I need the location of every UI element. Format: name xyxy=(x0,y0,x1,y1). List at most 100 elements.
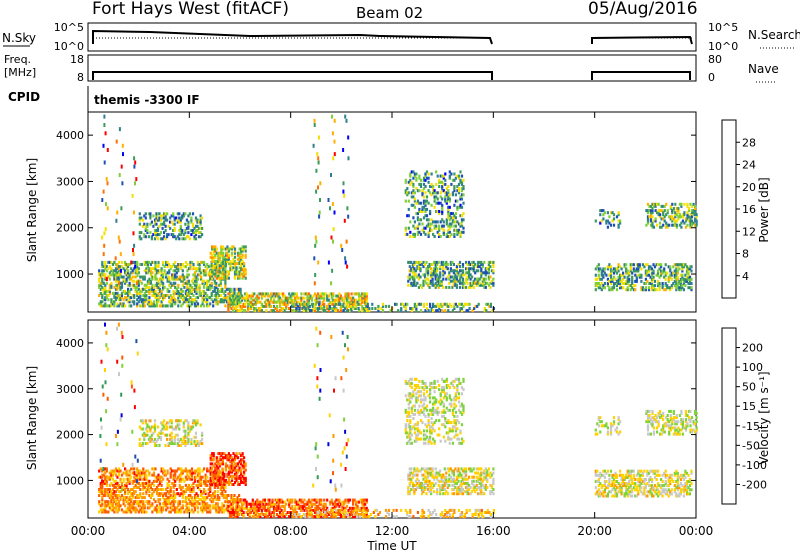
power-cell xyxy=(429,212,432,216)
power-cell xyxy=(458,285,462,289)
power-cell xyxy=(108,289,111,293)
velocity-cell xyxy=(169,506,172,510)
power-cell xyxy=(280,292,283,296)
power-cell xyxy=(608,265,611,269)
power-cell xyxy=(350,296,353,300)
velocity-cell xyxy=(128,502,131,506)
power-cell xyxy=(615,271,619,275)
power-cell xyxy=(137,283,140,287)
power-cell xyxy=(626,279,629,283)
power-cell xyxy=(440,283,443,287)
power-cell xyxy=(291,292,294,296)
velocity-cell xyxy=(104,494,107,497)
power-cell xyxy=(407,283,410,287)
power-cell xyxy=(364,302,367,306)
power-cell xyxy=(413,226,416,230)
power-cell xyxy=(224,274,227,278)
velocity-cell xyxy=(152,439,155,443)
velocity-cell xyxy=(240,458,243,462)
power-cell xyxy=(409,182,412,186)
velocity-cell xyxy=(223,456,226,460)
power-cell xyxy=(148,287,151,291)
power-cell xyxy=(108,285,111,289)
velocity-cell xyxy=(166,427,169,431)
velocity-cell xyxy=(269,502,273,506)
velocity-cell xyxy=(209,504,212,508)
power-cell xyxy=(342,300,346,304)
power-cell xyxy=(681,284,684,288)
power-cell xyxy=(409,172,412,176)
power-cell xyxy=(107,294,110,297)
velocity-cell xyxy=(101,469,104,473)
power-cell xyxy=(191,212,195,216)
power-cell xyxy=(143,233,146,237)
power-cell xyxy=(136,298,139,302)
power-cell xyxy=(594,282,597,285)
power-cell xyxy=(318,214,321,219)
power-cell xyxy=(463,281,466,285)
power-cell xyxy=(285,302,288,306)
power-cell xyxy=(600,269,603,273)
power-cell xyxy=(459,232,462,236)
velocity-cell xyxy=(169,475,172,479)
power-cell xyxy=(475,269,478,273)
power-cell xyxy=(253,292,256,296)
power-cell xyxy=(342,181,345,186)
velocity-cell xyxy=(272,506,276,510)
velocity-cell xyxy=(196,502,200,506)
power-cell xyxy=(363,309,366,313)
velocity-cell xyxy=(220,478,223,482)
power-cell xyxy=(227,249,230,253)
velocity-cell xyxy=(193,421,196,425)
velocity-cell xyxy=(230,515,233,519)
power-cell xyxy=(235,268,238,272)
velocity-cell xyxy=(175,419,178,423)
velocity-cell xyxy=(164,423,167,427)
power-cell xyxy=(152,289,156,293)
power-cell xyxy=(447,224,450,228)
power-cell xyxy=(175,289,178,293)
power-cell xyxy=(151,302,154,306)
velocity-cell xyxy=(211,472,214,476)
power-cell xyxy=(127,291,130,295)
velocity-cell xyxy=(114,469,118,473)
power-cell xyxy=(243,262,246,266)
power-cell xyxy=(228,289,232,293)
power-cell xyxy=(104,285,107,289)
velocity-cell xyxy=(153,444,157,447)
velocity-cell xyxy=(107,477,110,481)
power-cell xyxy=(200,260,203,264)
velocity-cell xyxy=(286,511,289,514)
velocity-cell xyxy=(234,515,238,519)
power-cell xyxy=(128,277,131,281)
velocity-cell xyxy=(230,460,234,464)
velocity-cell xyxy=(165,488,168,491)
power-cell xyxy=(619,265,622,269)
velocity-cell xyxy=(162,508,165,512)
power-cell xyxy=(335,294,338,298)
velocity-cell xyxy=(171,504,174,508)
velocity-cell xyxy=(159,429,163,433)
velocity-cell xyxy=(127,473,130,477)
power-cell xyxy=(142,287,145,291)
velocity-cell xyxy=(145,481,148,485)
power-cell xyxy=(478,277,481,281)
velocity-cell xyxy=(125,483,128,487)
velocity-cell xyxy=(253,508,256,512)
velocity-cell xyxy=(173,427,176,431)
power-cell xyxy=(230,287,233,291)
power-cell xyxy=(313,281,316,286)
power-cell xyxy=(445,304,448,308)
power-cell xyxy=(224,262,227,266)
velocity-cell xyxy=(124,483,127,487)
power-cell xyxy=(234,298,238,302)
power-cell xyxy=(435,309,438,313)
power-cell xyxy=(168,271,171,275)
power-cell xyxy=(431,263,434,266)
power-cell xyxy=(233,262,237,266)
power-cell xyxy=(315,302,318,306)
power-cell xyxy=(413,277,416,281)
velocity-cell xyxy=(221,502,224,506)
power-cell xyxy=(492,281,495,285)
velocity-cell xyxy=(133,492,136,496)
